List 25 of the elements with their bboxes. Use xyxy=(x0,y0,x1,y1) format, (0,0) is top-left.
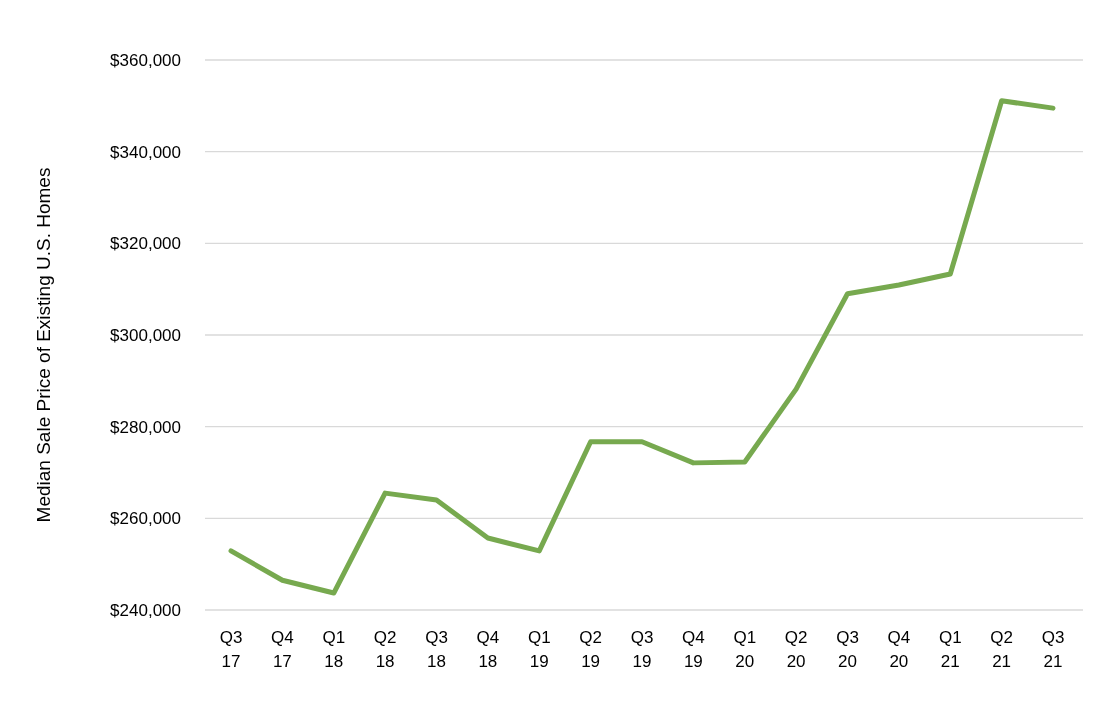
y-tick-label: $260,000 xyxy=(110,509,181,529)
x-tick-label: Q4 19 xyxy=(682,628,705,671)
x-tick-label: Q4 17 xyxy=(271,628,294,671)
x-tick-label: Q2 18 xyxy=(373,628,397,671)
x-tick-label: Q3 20 xyxy=(836,628,859,671)
y-tick-label: $240,000 xyxy=(110,600,181,620)
x-tick-label: Q4 18 xyxy=(476,628,500,671)
x-tick-label: Q1 18 xyxy=(322,628,346,671)
x-tick-label: Q3 19 xyxy=(630,628,654,671)
x-tick-label: Q2 19 xyxy=(579,628,602,671)
y-tick-label: $340,000 xyxy=(110,142,181,162)
y-tick-label: $300,000 xyxy=(110,325,181,345)
x-tick-label: Q1 21 xyxy=(938,628,962,671)
x-tick-label: Q1 20 xyxy=(733,628,757,671)
x-tick-label: Q3 21 xyxy=(1041,628,1065,671)
x-tick-label: Q4 20 xyxy=(887,628,911,671)
y-tick-label: $360,000 xyxy=(110,50,181,70)
x-tick-label: Q3 18 xyxy=(425,628,448,671)
x-tick-label: Q1 19 xyxy=(527,628,551,671)
y-axis-title: Median Sale Price of Existing U.S. Homes xyxy=(33,167,54,523)
y-tick-label: $280,000 xyxy=(110,417,181,437)
x-tick-label: Q3 17 xyxy=(219,628,243,671)
y-tick-label: $320,000 xyxy=(110,234,181,254)
x-tick-label: Q2 20 xyxy=(784,628,808,671)
x-tick-label: Q2 21 xyxy=(990,628,1013,671)
